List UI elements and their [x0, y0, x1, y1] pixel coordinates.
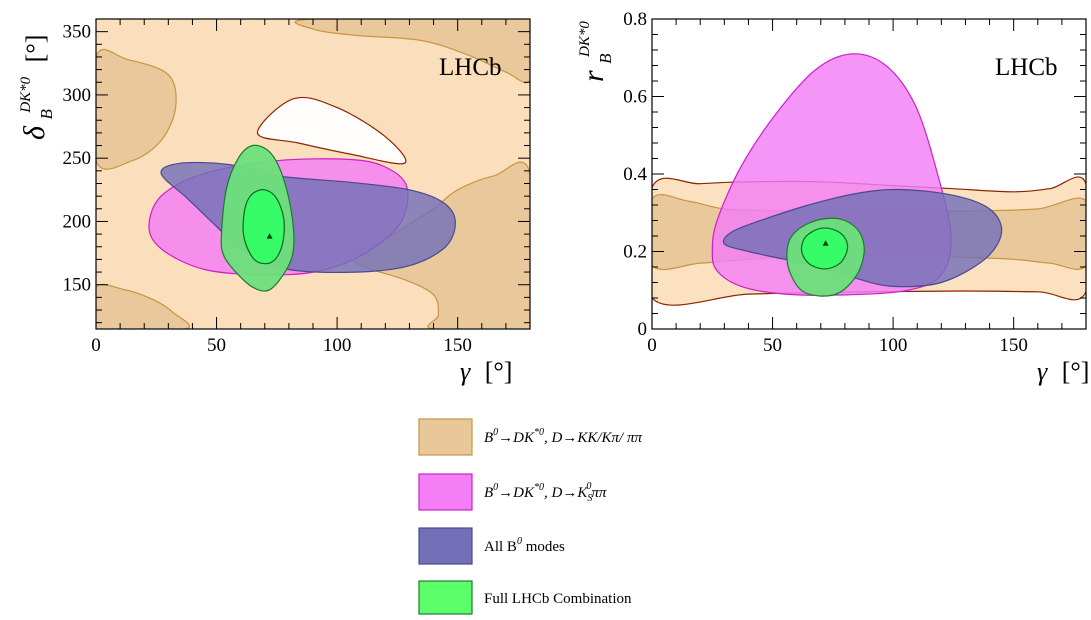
legend-swatch-all-b0-modes [418, 527, 473, 565]
plot-right-x-tick-label: 0 [647, 335, 657, 356]
legend-item-dkstar-kk: B0→DK*0, D→KK/Kπ/ ππ [418, 418, 642, 456]
plot-right-y-tick-label: 0.6 [623, 87, 647, 108]
plot-left-y-axis-symbol: δ [18, 125, 51, 140]
legend-swatch-full-combination [418, 580, 473, 615]
legend-swatch-dkstar-kspipi [418, 473, 473, 511]
plot-left-y-tick-label: 200 [63, 211, 92, 232]
plot-right-y-axis-symbol: r [577, 70, 610, 82]
plot-left-x-axis-symbol: γ [460, 357, 471, 386]
plot-left-y-tick-label: 350 [63, 22, 92, 43]
plot-left-ticks: 0 50 100 150 150 200 250 300 350 [63, 18, 531, 356]
plot-left-best-fit-marker [266, 233, 273, 239]
plot-right-ticks: 0 50 100 150 0 0.2 0.4 0.6 0.8 [623, 9, 1087, 356]
plot-left-contours [96, 19, 530, 329]
legend-item-dkstar-kspipi: B0→DK*0, D→KS0ππ [418, 473, 607, 511]
legend-label-all-b0-modes: All B0 modes [484, 536, 565, 555]
plot-left-x-tick-label: 50 [207, 335, 226, 356]
plot-left-x-tick-label: 0 [91, 335, 101, 356]
legend-label-dkstar-kspipi: B0→DK*0, D→KS0ππ [484, 481, 607, 504]
plot-right-x-axis-symbol: γ [1037, 357, 1048, 386]
plot-left-x-axis-unit: [°] [485, 357, 513, 386]
plot-left-y-tick-label: 250 [63, 148, 92, 169]
plot-right-x-tick-label: 50 [763, 335, 782, 356]
plot-right-x-tick-label: 100 [879, 335, 908, 356]
legend-label-dkstar-kk: B0→DK*0, D→KK/Kπ/ ππ [484, 427, 642, 446]
plot-left-contour-0-1 [96, 48, 177, 170]
legend-item-full-combination: Full LHCb Combination [418, 580, 632, 615]
plot-left-contour-0-2 [294, 19, 530, 84]
plot-left-contour-1-0 [256, 96, 407, 165]
plot-left-brand-label: LHCb [439, 54, 502, 81]
plot-left-y-axis-sup: DK*0 [18, 76, 34, 113]
plot-right-x-axis-unit: [°] [1062, 357, 1090, 386]
plot-right-marker-layer [822, 240, 829, 246]
plot-left-marker-layer [266, 233, 273, 239]
plot-left-contour-5-0 [242, 189, 285, 265]
plot-right-y-tick-label: 0 [638, 319, 648, 340]
plot-left-x-tick-label: 100 [323, 335, 352, 356]
svg-text:r B DK*0: r B DK*0 [577, 21, 617, 82]
plot-left-y-axis-unit: [°] [21, 35, 50, 63]
legend: B0→DK*0, D→KK/Kπ/ ππ B0→DK*0, D→KS0ππ Al… [418, 418, 642, 615]
plot-left-y-axis-label: δ B DK*0 [°] [7, 35, 58, 140]
plot-right-y-axis-sub: B [596, 53, 615, 64]
svg-text:δ B DK*0: δ B DK*0 [°] [7, 35, 58, 140]
plot-left: 0 50 100 150 150 200 250 300 350 LHCb γ [°] δ B … [7, 18, 531, 386]
legend-swatch-dkstar-kk [418, 418, 473, 456]
plot-right: 0 50 100 150 0 0.2 0.4 0.6 0.8 LHCb γ [°] r B DK… [577, 9, 1089, 386]
plot-right-contours [652, 53, 1086, 306]
plot-right-y-tick-label: 0.8 [623, 9, 647, 30]
plot-left-y-tick-label: 300 [63, 85, 92, 106]
plot-right-y-axis-label: r B DK*0 [577, 21, 617, 82]
plot-right-y-tick-label: 0.4 [623, 164, 647, 185]
plot-right-brand-label: LHCb [995, 54, 1058, 81]
plot-right-y-axis-sup: DK*0 [577, 21, 593, 58]
plot-right-y-tick-label: 0.2 [623, 242, 647, 263]
plot-right-x-tick-label: 150 [999, 335, 1028, 356]
legend-item-all-b0-modes: All B0 modes [418, 527, 565, 565]
plot-left-x-tick-label: 150 [443, 335, 472, 356]
plot-left-y-tick-label: 150 [63, 275, 92, 296]
plot-right-contour-5-0 [800, 227, 849, 270]
plot-left-x-axis-label: γ [°] [460, 357, 512, 386]
plot-right-x-axis-label: γ [°] [1037, 357, 1089, 386]
plot-left-y-axis-sub: B [37, 109, 56, 120]
legend-label-full-combination: Full LHCb Combination [484, 591, 632, 607]
plot-right-best-fit-marker [822, 240, 829, 246]
